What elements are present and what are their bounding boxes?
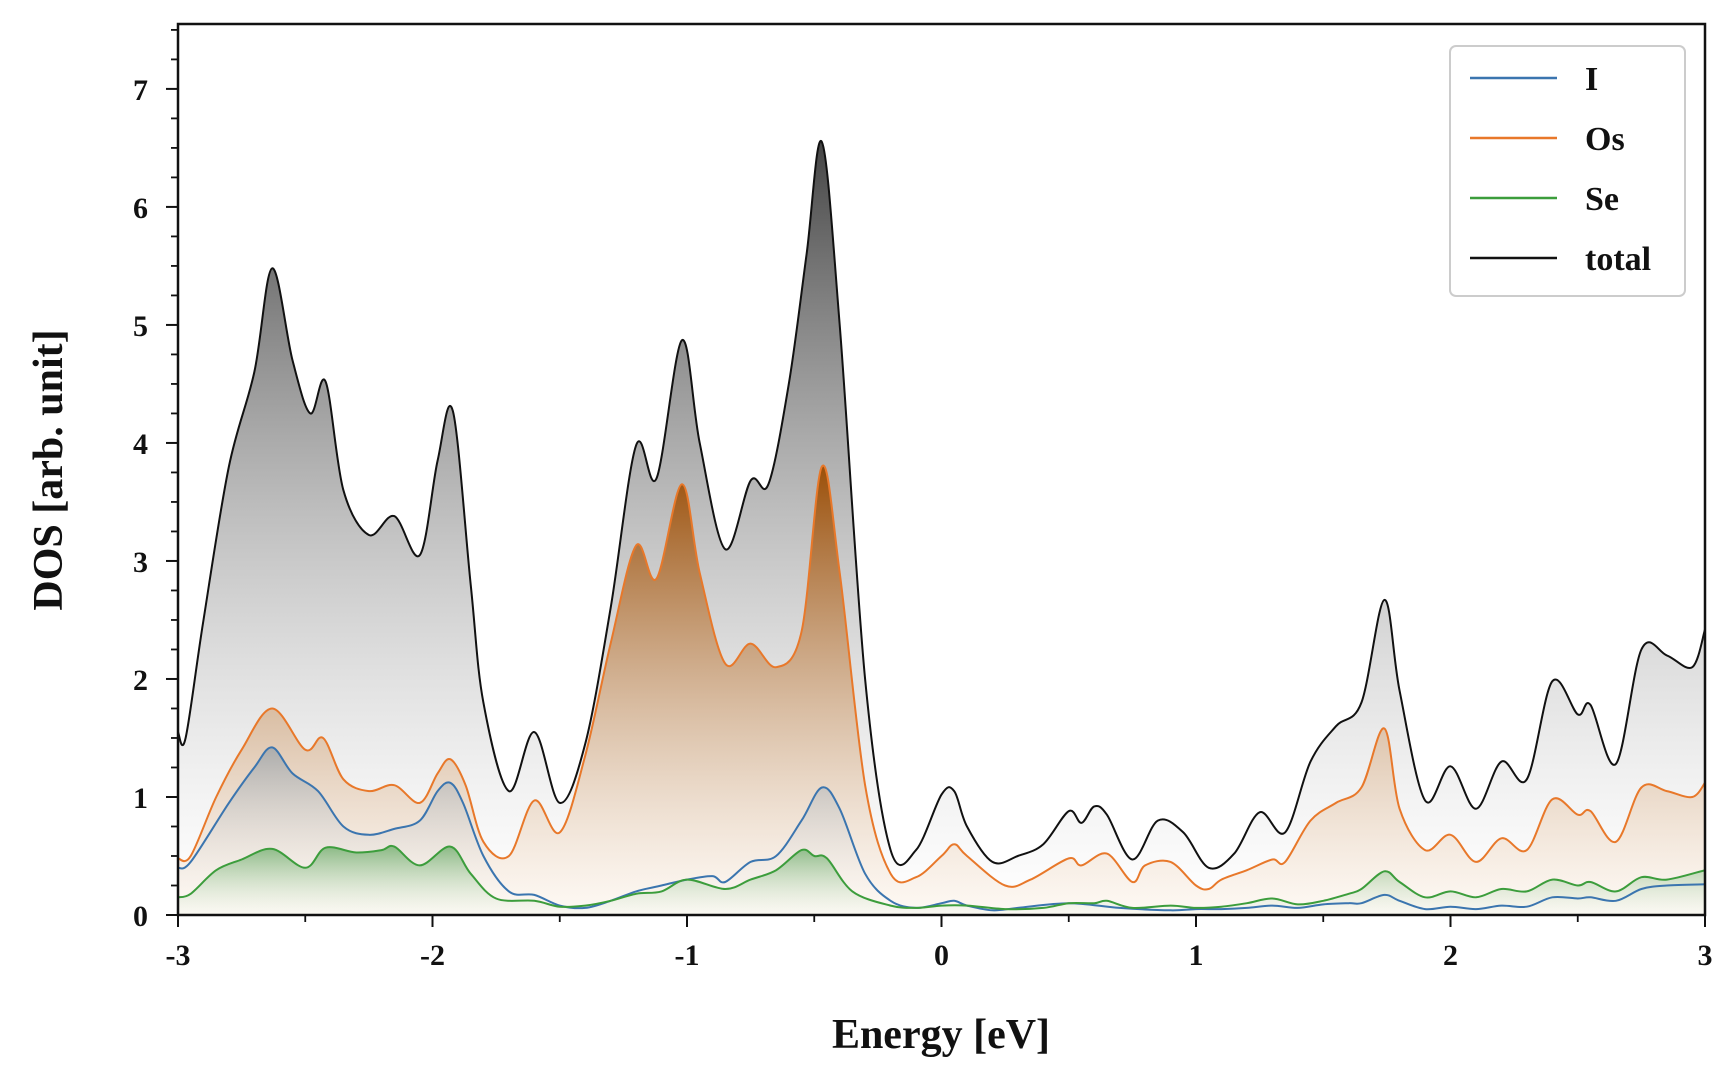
x-tick-label: 3 [1698,939,1713,972]
y-tick-label: 5 [133,310,148,343]
x-tick-label: -1 [675,939,700,972]
se-dos-line [178,844,1705,911]
x-tick-label: 2 [1443,939,1458,972]
x-tick-label: 0 [934,939,949,972]
y-tick-label: 4 [133,428,148,461]
os-dos-line [178,464,1705,891]
y-tick-label: 2 [133,664,148,697]
x-tick-label: 1 [1189,939,1204,972]
y-tick-label: 0 [133,900,148,933]
y-tick-label: 7 [133,74,148,107]
i-dos-line [178,746,1705,912]
legend-label-i: I [1585,61,1598,98]
legend-label-os: Os [1585,121,1625,158]
x-axis-label: Energy [eV] [832,1012,1050,1058]
plot-area [178,139,1705,915]
legend-label-total: total [1585,241,1651,278]
legend-box [1449,45,1686,297]
y-tick-label: 1 [133,782,148,815]
x-tick-label: -3 [166,939,191,972]
legend-label-se: Se [1585,181,1619,218]
legend: I Os Se total [1449,45,1686,297]
x-axis-ticks: -3 -2 -1 0 1 2 3 [166,915,1713,972]
y-tick-label: 6 [133,192,148,225]
y-tick-label: 3 [133,546,148,579]
x-tick-label: -2 [420,939,445,972]
y-axis-label: DOS [arb. unit] [26,329,72,610]
total-dos-line [178,139,1705,870]
y-axis-ticks: 0 1 2 3 4 5 6 7 [133,29,178,933]
se-dos-fill [178,845,1705,915]
